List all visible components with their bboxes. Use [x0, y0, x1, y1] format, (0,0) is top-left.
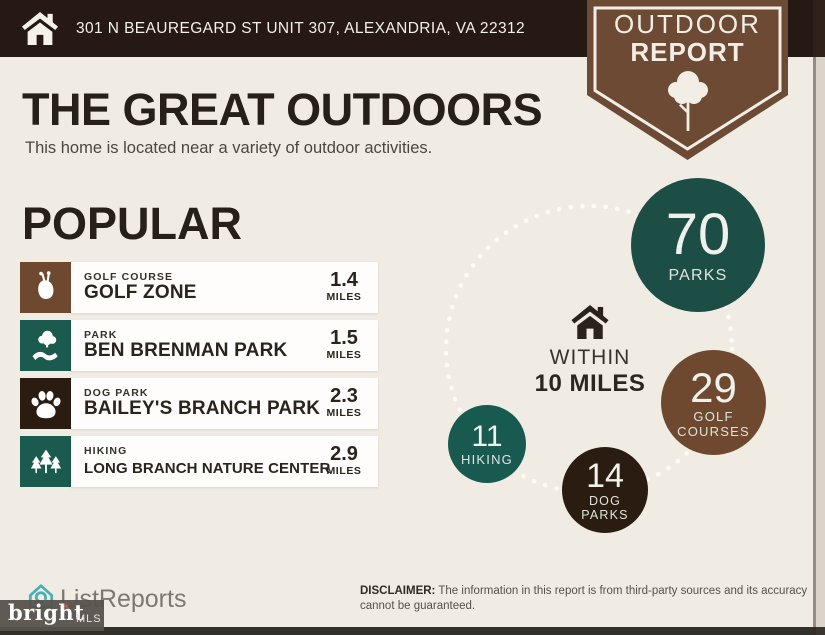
stat-label: DOG PARKS: [581, 494, 628, 522]
stat-bubble-dog-parks: 14 DOG PARKS: [562, 447, 648, 533]
distance-unit: MILES: [326, 465, 362, 477]
list-item: HIKING LONG BRANCH NATURE CENTER 2.9 MIL…: [20, 436, 378, 487]
item-category: PARK: [84, 329, 118, 341]
list-item-card: GOLF COURSE GOLF ZONE 1.4 MILES: [71, 262, 378, 313]
item-distance: 1.4 MILES: [314, 269, 374, 303]
stat-label-line1: GOLF: [693, 408, 734, 424]
outdoor-report-badge: OUTDOOR REPORT: [587, 0, 788, 163]
category-icon-tile: [20, 262, 71, 313]
distance-value: 2.3: [330, 385, 358, 407]
paw-icon: [30, 390, 61, 418]
item-category: HIKING: [84, 445, 128, 457]
distance-value: 2.9: [330, 443, 358, 465]
bright-mls-spark-icon: ✶: [62, 602, 71, 613]
category-icon-tile: [20, 378, 71, 429]
stat-value: 14: [586, 456, 624, 495]
distance-unit: MILES: [326, 407, 362, 419]
item-name: LONG BRANCH NATURE CENTER: [84, 460, 331, 477]
item-distance: 1.5 MILES: [314, 327, 374, 361]
property-address: 301 N BEAUREGARD ST UNIT 307, ALEXANDRIA…: [76, 20, 526, 37]
home-icon: [571, 305, 609, 339]
bright-mls-logo: bright ✶ MLS: [0, 600, 104, 631]
radius-center: WITHIN 10 MILES: [519, 305, 661, 398]
item-category: DOG PARK: [84, 387, 149, 399]
distance-unit: MILES: [326, 349, 362, 361]
item-name: BAILEY'S BRANCH PARK: [84, 398, 321, 419]
stat-value: 70: [665, 201, 731, 267]
item-distance: 2.3 MILES: [314, 385, 374, 419]
right-edge-shade: [816, 0, 825, 635]
list-item: PARK BEN BRENMAN PARK 1.5 MILES: [20, 320, 378, 371]
list-item-card: PARK BEN BRENMAN PARK 1.5 MILES: [71, 320, 378, 371]
bottom-strip: [0, 627, 825, 635]
tree-icon: [668, 71, 708, 131]
page-title: THE GREAT OUTDOORS: [22, 84, 543, 135]
stat-label-line1: DOG: [588, 493, 622, 508]
disclaimer-text: The information in this report is from t…: [360, 585, 808, 612]
within-label: WITHIN: [549, 346, 631, 369]
stat-bubble-golf-courses: 29 GOLF COURSES: [661, 350, 766, 455]
pine-trees-icon: [30, 449, 61, 473]
list-item-card: DOG PARK BAILEY'S BRANCH PARK 2.3 MILES: [71, 378, 378, 429]
item-category: GOLF COURSE: [84, 271, 174, 283]
park-tree-icon: [32, 330, 58, 360]
item-distance: 2.9 MILES: [314, 443, 374, 477]
category-icon-tile: [20, 436, 71, 487]
distance-value: 1.4: [330, 269, 358, 291]
stat-bubble-parks: 70 PARKS: [631, 178, 765, 312]
stat-bubble-hiking: 11 HIKING: [448, 405, 526, 483]
badge-title-line1: OUTDOOR: [614, 9, 761, 39]
home-icon: [22, 12, 58, 45]
list-item: GOLF COURSE GOLF ZONE 1.4 MILES: [20, 262, 378, 313]
disclaimer: DISCLAIMER: The information in this repo…: [360, 584, 812, 613]
popular-heading: POPULAR: [22, 198, 243, 249]
right-edge-line: [813, 0, 816, 635]
list-item-card: HIKING LONG BRANCH NATURE CENTER 2.9 MIL…: [71, 436, 378, 487]
stat-label: HIKING: [461, 452, 513, 467]
stat-label: GOLF COURSES: [677, 409, 750, 439]
page-subtitle: This home is located near a variety of o…: [25, 139, 433, 157]
distance-unit: MILES: [326, 291, 362, 303]
bright-mls-suffix: MLS: [76, 613, 102, 625]
stat-value: 29: [690, 363, 737, 411]
category-icon-tile: [20, 320, 71, 371]
item-name: GOLF ZONE: [84, 282, 197, 303]
badge-title-line2: REPORT: [630, 37, 745, 67]
stat-label-line2: PARKS: [581, 507, 629, 522]
item-name: BEN BRENMAN PARK: [84, 340, 288, 361]
disclaimer-label: DISCLAIMER:: [360, 585, 436, 597]
list-item: DOG PARK BAILEY'S BRANCH PARK 2.3 MILES: [20, 378, 378, 429]
stat-label: PARKS: [668, 266, 728, 284]
golf-bag-icon: [37, 270, 53, 299]
bright-mls-wordmark: bright: [8, 600, 85, 625]
radius-distance-label: 10 MILES: [534, 370, 646, 397]
stat-value: 11: [471, 420, 503, 453]
distance-value: 1.5: [330, 327, 358, 349]
stat-label-line2: COURSES: [677, 423, 750, 439]
